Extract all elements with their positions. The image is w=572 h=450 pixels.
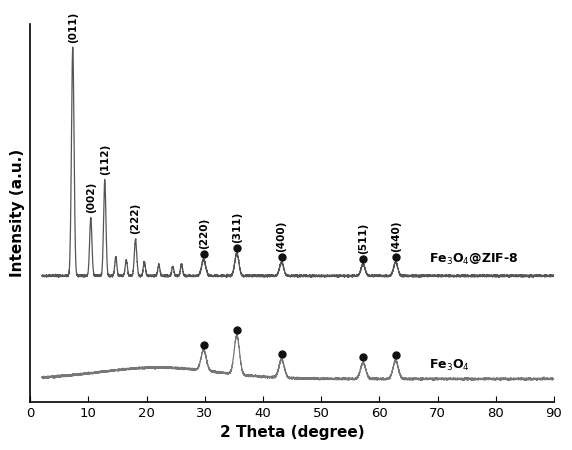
- Text: (311): (311): [232, 212, 242, 243]
- Text: (511): (511): [358, 223, 368, 254]
- Text: (400): (400): [277, 220, 287, 252]
- Text: (002): (002): [86, 182, 96, 213]
- Y-axis label: Intensity (a.u.): Intensity (a.u.): [10, 149, 25, 277]
- Text: (112): (112): [100, 144, 110, 175]
- Text: (011): (011): [67, 11, 78, 43]
- Text: Fe$_3$O$_4$@ZIF-8: Fe$_3$O$_4$@ZIF-8: [429, 252, 518, 267]
- X-axis label: 2 Theta (degree): 2 Theta (degree): [220, 425, 364, 440]
- Text: (220): (220): [198, 218, 209, 249]
- Text: (222): (222): [130, 203, 141, 234]
- Text: (440): (440): [391, 220, 400, 252]
- Text: Fe$_3$O$_4$: Fe$_3$O$_4$: [429, 358, 470, 373]
